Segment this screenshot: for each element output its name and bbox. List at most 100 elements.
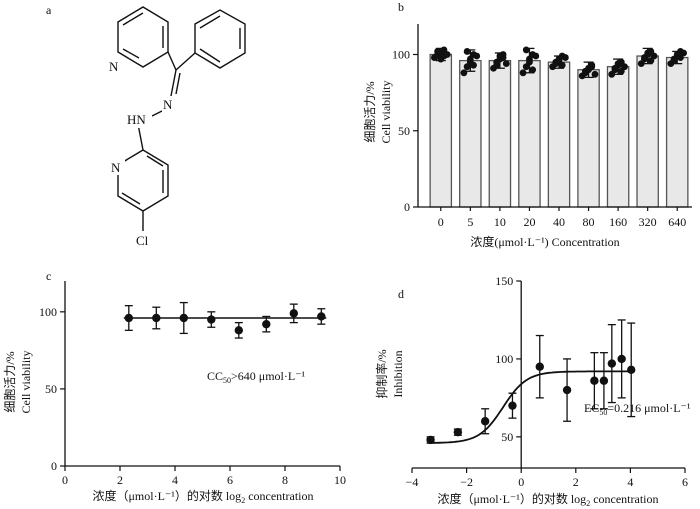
double-bond xyxy=(122,12,144,26)
bar xyxy=(606,66,630,208)
data-point xyxy=(453,427,463,437)
axes xyxy=(60,281,341,471)
chloropyridine-ring xyxy=(117,149,169,212)
data-point xyxy=(599,376,609,385)
y-axis-label-en: Inhibition xyxy=(391,350,405,397)
panel-d-label: d xyxy=(398,287,404,301)
data-points xyxy=(426,319,636,445)
x-tick-label: −4 xyxy=(406,475,419,489)
y-axis-label-cn: 细胞活力/% xyxy=(363,81,377,142)
x-tick-label: 0 xyxy=(518,475,524,489)
data-point xyxy=(480,417,490,426)
double-bond xyxy=(199,15,221,29)
bar xyxy=(429,53,453,208)
atom-nh: HN xyxy=(127,112,146,127)
data-point xyxy=(562,54,569,61)
x-tick-label: 80 xyxy=(583,215,595,229)
data-point xyxy=(670,57,678,64)
y-axis-label-cn: 细胞活力/% xyxy=(3,351,17,412)
x-tick-label: 5 xyxy=(467,215,473,229)
x-tick-label: 4 xyxy=(172,473,178,487)
data-point xyxy=(473,52,481,60)
data-point xyxy=(124,313,133,323)
data-point xyxy=(426,435,435,445)
x-label-suffix: concentration xyxy=(590,492,658,506)
annotation-prefix: CC xyxy=(207,369,223,383)
y-tick-label: 100 xyxy=(392,48,410,62)
data-point xyxy=(463,48,471,55)
atom-n1: N xyxy=(109,59,119,74)
bond xyxy=(170,69,177,97)
x-axis-label: 浓度（μmol·L⁻¹）的对数 log2 concentration xyxy=(437,491,658,508)
panel-b-label: b xyxy=(398,0,404,14)
double-bond xyxy=(121,192,141,205)
bond xyxy=(137,123,144,151)
x-label-subscript: 2 xyxy=(241,496,245,505)
fit-curve xyxy=(427,370,634,444)
phenyl-ring xyxy=(194,9,246,69)
annotation-suffix: >640 μmol·L⁻¹ xyxy=(231,369,306,383)
data-point xyxy=(493,61,501,69)
axes xyxy=(413,24,692,211)
data-point xyxy=(152,313,161,323)
data-point xyxy=(443,51,451,58)
panel-c: c 0 50 100 0 2 4 6 8 10 细胞活力/% Cell viability C… xyxy=(3,269,346,505)
atom-n2: N xyxy=(163,97,173,112)
data-point xyxy=(562,385,572,395)
bar xyxy=(665,56,689,208)
x-tick-label: 320 xyxy=(639,215,657,229)
panel-b: b 0 50 100 0 5 10 20 40 80 160 320 640 细胞活力/% Cell… xyxy=(363,0,692,249)
y-tick-label: 50 xyxy=(45,382,57,396)
y-tick-label: 0 xyxy=(51,459,57,473)
data-points xyxy=(430,46,688,80)
x-tick-labels: −4 −2 0 2 4 6 xyxy=(406,475,688,489)
double-bond xyxy=(175,72,181,95)
data-point xyxy=(650,52,658,60)
x-tick-label: 2 xyxy=(117,473,123,487)
annotation-suffix: =0.216 μmol·L⁻¹ xyxy=(607,401,691,415)
data-point xyxy=(532,52,540,60)
fit-curve xyxy=(427,370,634,444)
y-tick-label: 0 xyxy=(404,200,410,214)
data-point xyxy=(535,362,544,371)
x-tick-label: 20 xyxy=(523,215,535,229)
bond xyxy=(167,51,177,71)
bar xyxy=(547,61,571,208)
panel-c-label: c xyxy=(46,269,51,283)
data-point xyxy=(470,61,477,69)
data-point xyxy=(591,70,599,78)
y-tick-labels: 50 100 150 xyxy=(495,274,513,444)
x-label-prefix: 浓度（μmol·L⁻¹）的对数 log xyxy=(437,491,586,506)
bar xyxy=(459,59,482,208)
y-tick-label: 100 xyxy=(495,352,513,366)
y-tick-labels: 0 50 100 xyxy=(392,48,410,215)
bar xyxy=(488,59,512,208)
double-bond xyxy=(122,48,140,59)
data-point xyxy=(588,63,596,71)
y-tick-labels: 0 50 100 xyxy=(39,305,57,473)
x-tick-label: −2 xyxy=(460,475,473,489)
y-tick-label: 50 xyxy=(398,124,410,138)
x-label-subscript: 2 xyxy=(586,499,590,508)
data-points xyxy=(124,301,326,339)
x-tick-label: 6 xyxy=(682,475,688,489)
x-tick-label: 4 xyxy=(627,475,633,489)
panel-a-label: a xyxy=(46,3,52,17)
x-tick-label: 40 xyxy=(553,215,565,229)
data-point xyxy=(680,49,688,57)
data-point xyxy=(522,46,530,54)
x-axis-label: 浓度（μmol·L⁻¹）的对数 log2 concentration xyxy=(92,488,313,505)
bar-series xyxy=(429,53,689,208)
x-tick-label: 160 xyxy=(609,215,627,229)
data-point xyxy=(262,319,271,329)
data-point xyxy=(621,63,628,71)
atom-bg xyxy=(108,58,124,74)
double-bond xyxy=(199,48,221,63)
x-tick-label: 640 xyxy=(668,215,686,229)
data-point xyxy=(234,326,243,335)
x-tick-label: 10 xyxy=(494,215,506,229)
y-tick-label: 150 xyxy=(495,274,513,288)
bar xyxy=(577,69,600,208)
data-point xyxy=(519,69,527,77)
